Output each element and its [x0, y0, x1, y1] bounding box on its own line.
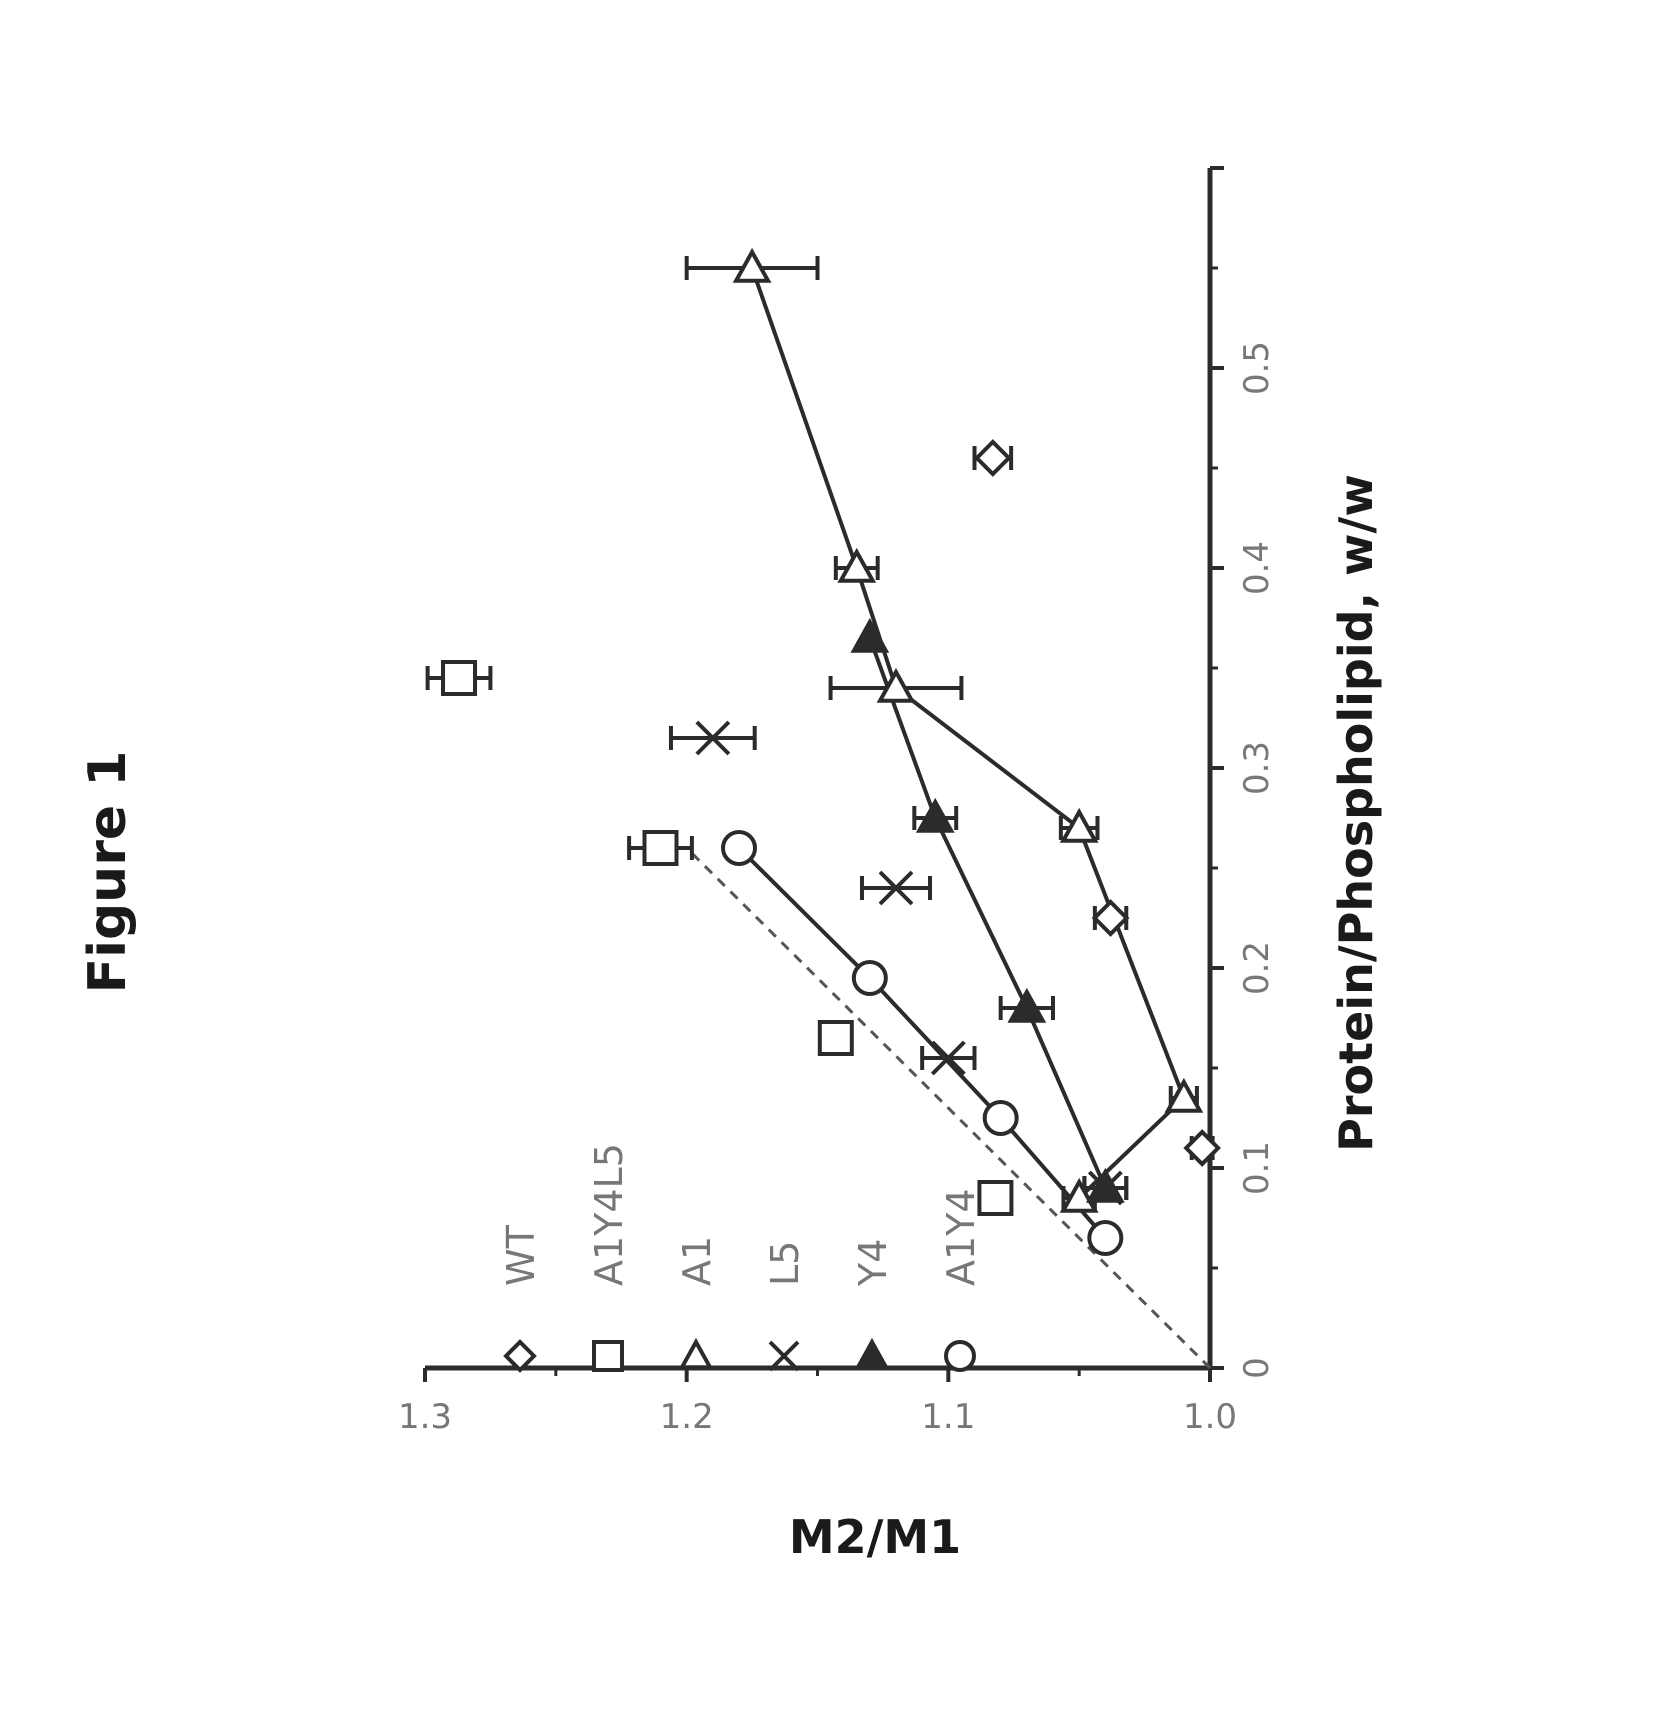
point-a1y4 [851, 960, 888, 996]
legend-label-wt: WT [499, 1224, 543, 1286]
point-a1 [1059, 807, 1099, 843]
axes: 0 0.1 0.2 0.3 0.4 0.5 1.0 1.1 1.2 1.3 [398, 166, 1277, 1437]
point-a1y4l5 [817, 1020, 854, 1056]
point-wt [1183, 1129, 1221, 1167]
point-a1y4l5 [441, 660, 478, 696]
legend-marker-a1 [678, 1337, 714, 1370]
legend-marker-a1y4 [944, 1340, 976, 1372]
point-y4 [1085, 1167, 1125, 1203]
legend-marker-l5 [768, 1340, 800, 1372]
point-a1y4l5 [977, 1180, 1014, 1216]
legend-label-y4: Y4 [851, 1239, 895, 1287]
x-tick-label: 0.1 [1237, 1141, 1277, 1195]
legend-label-a1y4: A1Y4 [939, 1188, 983, 1286]
reference-line-group [685, 846, 1212, 1370]
point-a1y4l5 [642, 830, 679, 866]
y-tick-label: 1.0 [1183, 1397, 1237, 1437]
fit-line-a1y4 [737, 846, 1107, 1240]
point-a1 [837, 547, 877, 583]
legend-marker-y4 [854, 1337, 890, 1370]
point-a1y4 [982, 1100, 1019, 1136]
point-l5 [695, 720, 731, 756]
y-tick-label: 1.1 [921, 1397, 975, 1437]
x-tick-label: 0.4 [1237, 541, 1277, 595]
legend-marker-wt [503, 1339, 537, 1373]
data-markers [441, 247, 1221, 1256]
figure-caption-group: Figure 1 [78, 751, 138, 994]
y-tick-label: 1.3 [398, 1397, 452, 1437]
point-l5-stroke [930, 1040, 966, 1076]
point-y4 [850, 617, 890, 653]
legend-marker-a1y4l5 [592, 1340, 624, 1372]
point-wt [1091, 899, 1130, 937]
fit-line-y4 [867, 637, 1108, 1189]
point-y4 [1007, 987, 1047, 1023]
point-l5 [878, 870, 914, 906]
point-wt [973, 439, 1012, 477]
point-y4 [915, 797, 955, 833]
point-l5 [930, 1040, 966, 1076]
point-l5-stroke [878, 870, 914, 906]
x-tick-label: 0.5 [1237, 341, 1277, 395]
rotated-plot: 0 0.1 0.2 0.3 0.4 0.5 1.0 1.1 1.2 1.3 WT A1Y4L5 A1 L… [398, 166, 1383, 1564]
point-a1 [876, 667, 916, 703]
fit-line-a1 [750, 267, 1187, 1200]
legend-label-a1: A1 [675, 1236, 719, 1286]
x-tick-label: 0 [1237, 1357, 1277, 1379]
legend-label-l5: L5 [763, 1241, 807, 1286]
legend: WT A1Y4L5 A1 L5 Y4 A1Y4 [499, 1143, 983, 1373]
point-a1 [732, 247, 772, 283]
reference-dashed-line [685, 846, 1212, 1370]
point-l5-stroke [695, 720, 731, 756]
legend-label-a1y4l5: A1Y4L5 [587, 1143, 631, 1286]
error-bars [425, 256, 1215, 1210]
point-a1 [1059, 1177, 1099, 1213]
x-tick-label: 0.3 [1237, 741, 1277, 795]
y-axis-title: M2/M1 [789, 1510, 961, 1564]
x-axis-title: Protein/Phospholipid, w/w [1329, 474, 1383, 1152]
legend-marker-l5-stroke [768, 1340, 800, 1372]
y-tick-label: 1.2 [660, 1397, 714, 1437]
point-a1 [1164, 1077, 1204, 1113]
point-a1y4 [1087, 1220, 1124, 1256]
figure-caption: Figure 1 [78, 751, 138, 994]
x-tick-label: 0.2 [1237, 941, 1277, 995]
point-a1y4 [721, 830, 757, 866]
fit-lines [737, 267, 1187, 1240]
